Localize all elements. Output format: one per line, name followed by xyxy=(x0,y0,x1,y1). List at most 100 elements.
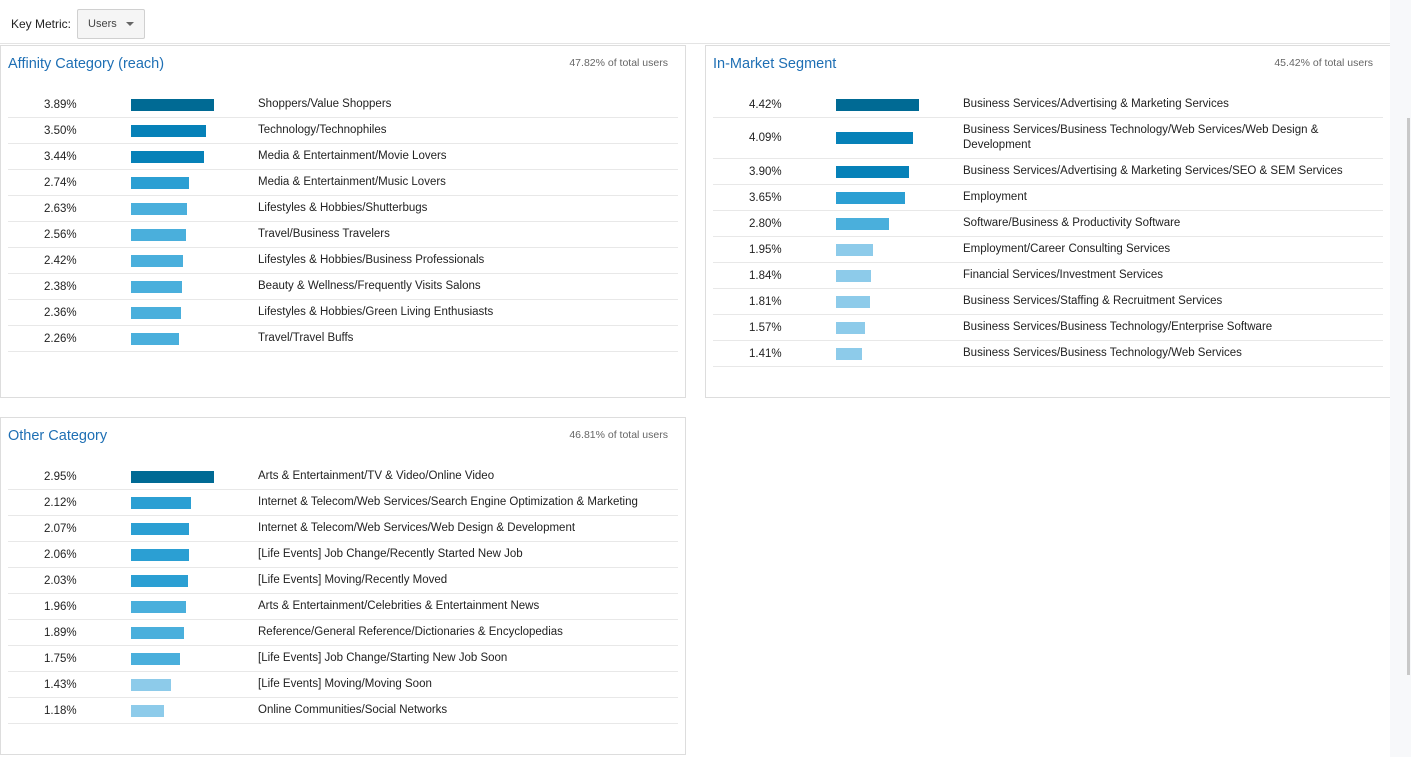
segment-percent: 2.74% xyxy=(44,176,77,189)
segment-row[interactable]: 2.56% Travel/Business Travelers xyxy=(8,222,678,248)
segment-row[interactable]: 2.26% Travel/Travel Buffs xyxy=(8,326,678,352)
segment-row[interactable]: 1.41% Business Services/Business Technol… xyxy=(713,341,1383,367)
segment-bar xyxy=(836,98,919,111)
segment-label: Media & Entertainment/Music Lovers xyxy=(258,176,446,188)
segment-row[interactable]: 1.95% Employment/Career Consulting Servi… xyxy=(713,237,1383,263)
segment-bar xyxy=(131,522,190,535)
segment-row[interactable]: 2.12% Internet & Telecom/Web Services/Se… xyxy=(8,490,678,516)
segment-percent: 1.75% xyxy=(44,652,77,665)
segment-bar xyxy=(131,280,182,293)
segment-bar xyxy=(131,470,214,483)
segment-bar xyxy=(836,243,873,256)
segment-label: Internet & Telecom/Web Services/Search E… xyxy=(258,496,638,508)
segment-list: 4.42% Business Services/Advertising & Ma… xyxy=(713,92,1383,367)
segment-row[interactable]: 1.89% Reference/General Reference/Dictio… xyxy=(8,620,678,646)
segment-row[interactable]: 1.43% [Life Events] Moving/Moving Soon xyxy=(8,672,678,698)
segment-bar xyxy=(131,176,190,189)
segment-percent: 1.43% xyxy=(44,678,77,691)
panel-total: 46.81% of total users xyxy=(569,429,668,441)
segment-row[interactable]: 3.50% Technology/Technophiles xyxy=(8,118,678,144)
segment-row[interactable]: 1.75% [Life Events] Job Change/Starting … xyxy=(8,646,678,672)
segment-bar xyxy=(131,202,188,215)
key-metric-value: Users xyxy=(88,18,117,30)
segment-percent: 3.65% xyxy=(749,191,782,204)
segment-list: 2.95% Arts & Entertainment/TV & Video/On… xyxy=(8,464,678,724)
segment-percent: 1.81% xyxy=(749,295,782,308)
segment-label: Lifestyles & Hobbies/Shutterbugs xyxy=(258,202,428,214)
segment-row[interactable]: 2.38% Beauty & Wellness/Frequently Visit… xyxy=(8,274,678,300)
scrollbar-thumb[interactable] xyxy=(1407,118,1410,675)
segment-row[interactable]: 1.96% Arts & Entertainment/Celebrities &… xyxy=(8,594,678,620)
segment-bar xyxy=(836,165,910,178)
segment-label: Business Services/Advertising & Marketin… xyxy=(963,98,1229,110)
segment-row[interactable]: 1.57% Business Services/Business Technol… xyxy=(713,315,1383,341)
segment-percent: 2.03% xyxy=(44,574,77,587)
segment-label: Employment/Career Consulting Services xyxy=(963,243,1171,255)
segment-row[interactable]: 2.95% Arts & Entertainment/TV & Video/On… xyxy=(8,464,678,490)
segment-percent: 3.89% xyxy=(44,98,77,111)
segment-bar xyxy=(131,704,165,717)
segment-label: Business Services/Business Technology/We… xyxy=(963,347,1242,359)
segment-bar xyxy=(836,191,905,204)
segment-row[interactable]: 2.07% Internet & Telecom/Web Services/We… xyxy=(8,516,678,542)
segment-label: [Life Events] Job Change/Recently Starte… xyxy=(258,548,523,560)
segment-label: Employment xyxy=(963,191,1027,203)
segment-label: Lifestyles & Hobbies/Green Living Enthus… xyxy=(258,306,494,318)
panel-title[interactable]: Affinity Category (reach) xyxy=(8,56,165,72)
segment-row[interactable]: 2.36% Lifestyles & Hobbies/Green Living … xyxy=(8,300,678,326)
segment-percent: 1.57% xyxy=(749,321,782,334)
segment-row[interactable]: 3.90% Business Services/Advertising & Ma… xyxy=(713,159,1383,185)
panel-title[interactable]: Other Category xyxy=(8,428,108,444)
segment-percent: 2.36% xyxy=(44,306,77,319)
segment-percent: 1.95% xyxy=(749,243,782,256)
segment-row[interactable]: 3.44% Media & Entertainment/Movie Lovers xyxy=(8,144,678,170)
chevron-down-icon xyxy=(125,22,134,26)
key-metric-dropdown[interactable]: Users xyxy=(77,9,145,39)
segment-bar xyxy=(131,496,191,509)
segment-row[interactable]: 2.74% Media & Entertainment/Music Lovers xyxy=(8,170,678,196)
segment-percent: 4.42% xyxy=(749,98,782,111)
segment-row[interactable]: 4.09% Business Services/Business Technol… xyxy=(713,118,1383,159)
segment-percent: 2.38% xyxy=(44,280,77,293)
segment-row[interactable]: 3.89% Shoppers/Value Shoppers xyxy=(8,92,678,118)
in-market-segment-panel: In-Market Segment 45.42% of total users … xyxy=(705,45,1391,398)
segment-label: Arts & Entertainment/Celebrities & Enter… xyxy=(258,600,540,612)
segment-percent: 1.96% xyxy=(44,600,77,613)
segment-row[interactable]: 2.80% Software/Business & Productivity S… xyxy=(713,211,1383,237)
segment-bar xyxy=(131,228,186,241)
segment-bar xyxy=(836,321,866,334)
segment-percent: 3.90% xyxy=(749,165,782,178)
segment-row[interactable]: 3.65% Employment xyxy=(713,185,1383,211)
segment-row[interactable]: 2.63% Lifestyles & Hobbies/Shutterbugs xyxy=(8,196,678,222)
segment-bar xyxy=(836,295,870,308)
segment-percent: 2.80% xyxy=(749,217,782,230)
segment-bar xyxy=(131,332,180,345)
segment-row[interactable]: 4.42% Business Services/Advertising & Ma… xyxy=(713,92,1383,118)
segment-percent: 1.84% xyxy=(749,269,782,282)
segment-percent: 3.50% xyxy=(44,124,77,137)
segment-row[interactable]: 1.18% Online Communities/Social Networks xyxy=(8,698,678,724)
divider xyxy=(0,43,1390,44)
segment-percent: 4.09% xyxy=(749,132,782,144)
segment-percent: 2.26% xyxy=(44,332,77,345)
segment-bar xyxy=(131,306,182,319)
segment-row[interactable]: 2.03% [Life Events] Moving/Recently Move… xyxy=(8,568,678,594)
segment-percent: 1.41% xyxy=(749,347,782,360)
segment-row[interactable]: 2.42% Lifestyles & Hobbies/Business Prof… xyxy=(8,248,678,274)
segment-row[interactable]: 1.84% Financial Services/Investment Serv… xyxy=(713,263,1383,289)
segment-label: Software/Business & Productivity Softwar… xyxy=(963,217,1181,229)
scrollbar-track[interactable] xyxy=(1390,0,1411,757)
panel-total: 45.42% of total users xyxy=(1274,57,1373,69)
panel-title[interactable]: In-Market Segment xyxy=(713,56,837,72)
segment-row[interactable]: 1.81% Business Services/Staffing & Recru… xyxy=(713,289,1383,315)
segment-bar xyxy=(131,600,187,613)
segment-row[interactable]: 2.06% [Life Events] Job Change/Recently … xyxy=(8,542,678,568)
segment-list: 3.89% Shoppers/Value Shoppers 3.50% Tech… xyxy=(8,92,678,352)
segment-label: Internet & Telecom/Web Services/Web Desi… xyxy=(258,522,576,534)
segment-bar xyxy=(131,548,189,561)
segment-bar xyxy=(131,98,214,111)
segment-label: Online Communities/Social Networks xyxy=(258,704,448,716)
segment-label: Reference/General Reference/Dictionaries… xyxy=(258,626,563,638)
key-metric-label: Key Metric: xyxy=(11,17,72,31)
segment-label: Business Services/Business Technology/We… xyxy=(963,124,1319,151)
